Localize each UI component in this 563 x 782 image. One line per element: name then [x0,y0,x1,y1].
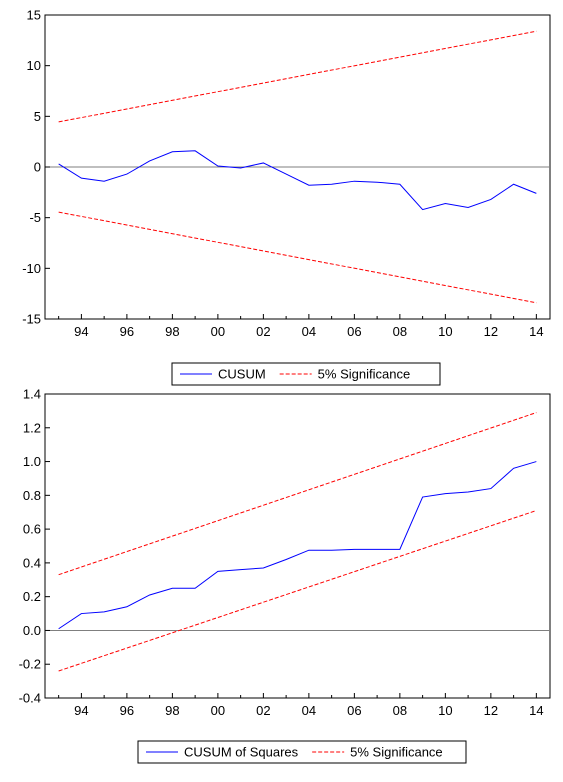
y-tick-label: 0.8 [23,488,41,503]
x-tick-label: 06 [347,324,361,339]
x-tick-label: 10 [438,324,452,339]
y-tick-label: 0 [34,160,41,175]
y-tick-label: 0.4 [23,555,41,570]
y-tick-label: -10 [22,261,41,276]
y-tick-label: 15 [27,8,41,23]
upper-bound-line [58,30,537,123]
x-tick-label: 10 [438,703,452,718]
x-tick-label: 06 [347,703,361,718]
y-tick-label: 0.0 [23,623,41,638]
x-tick-label: 00 [211,703,225,718]
x-tick-label: 98 [165,703,179,718]
y-tick-label: 10 [27,58,41,73]
legend-label: 5% Significance [350,745,443,760]
legend: CUSUM 5% Significance [171,362,441,386]
y-tick-label: 1.0 [23,454,41,469]
y-tick-label: -0.4 [19,691,41,706]
x-tick-label: 96 [120,703,134,718]
legend-label: CUSUM of Squares [184,745,299,760]
legend: CUSUM of Squares 5% Significance [137,740,467,764]
cusum-line [58,461,537,630]
x-tick-label: 12 [484,703,498,718]
x-tick-label: 12 [484,324,498,339]
chart-2: -0.4 -0.2 0.0 0.2 0.4 0.6 0.8 1.0 1.2 1.4 94 96 98 00… [19,387,551,764]
x-tick-label: 04 [302,703,316,718]
cusum-line [58,150,537,211]
x-tick-label: 00 [211,324,225,339]
y-tick-label: 1.4 [23,387,41,402]
x-tick-label: 02 [256,703,270,718]
plot-frame [44,393,551,699]
x-tick-label: 08 [393,324,407,339]
legend-label: CUSUM [218,367,266,382]
x-tick-label: 14 [529,324,543,339]
x-tick-label: 08 [393,703,407,718]
y-tick-label: 0.2 [23,589,41,604]
y-tick-label: 0.6 [23,522,41,537]
x-tick-label: 94 [74,703,88,718]
lower-bound-line [58,510,537,672]
y-tick-label: -5 [29,210,41,225]
y-tick-label: 5 [34,109,41,124]
x-tick-label: 02 [256,324,270,339]
chart-1: -15 -10 -5 0 5 10 15 94 96 98 00 02 04 06 08 10 12 14 CUSU… [22,8,551,386]
y-tick-label: -0.2 [19,657,41,672]
x-tick-label: 96 [120,324,134,339]
x-tick-label: 04 [302,324,316,339]
lower-bound-line [58,211,537,304]
y-tick-label: -15 [22,312,41,327]
x-tick-label: 14 [529,703,543,718]
legend-label: 5% Significance [318,367,411,382]
y-tick-label: 1.2 [23,420,41,435]
x-tick-label: 98 [165,324,179,339]
x-tick-label: 94 [74,324,88,339]
upper-bound-line [58,412,537,576]
legend-box [137,740,467,764]
